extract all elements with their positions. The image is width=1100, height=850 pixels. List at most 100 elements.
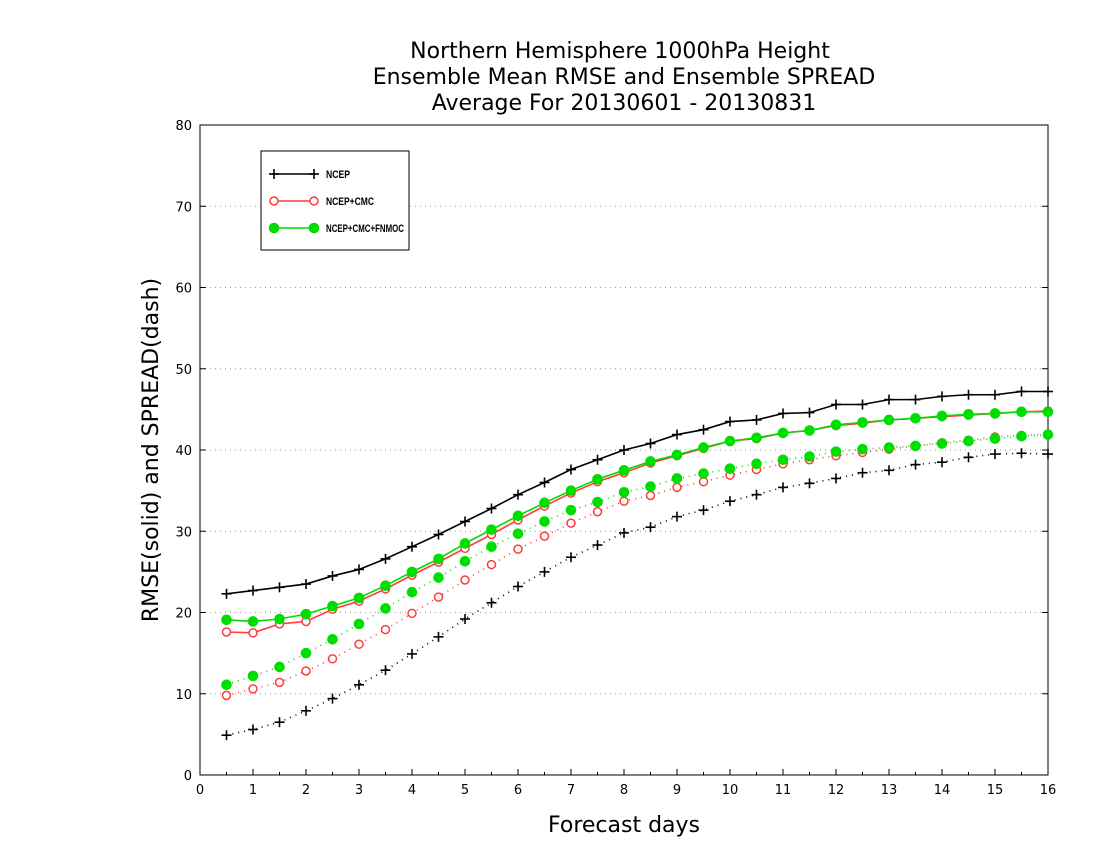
point-marker (221, 730, 232, 741)
point-marker (539, 566, 550, 577)
point-marker (1042, 406, 1054, 418)
point-marker (884, 394, 894, 405)
series-ncep-rmse (221, 386, 1053, 599)
y-tick-label: 20 (175, 607, 192, 622)
point-marker (566, 552, 576, 563)
legend-label: NCEP+CMC+FNMOC (326, 223, 404, 235)
point-marker (301, 705, 311, 716)
point-marker (963, 408, 974, 420)
point-marker (804, 425, 815, 436)
x-tick-label: 4 (408, 783, 416, 798)
point-marker (221, 627, 232, 637)
point-marker (804, 478, 815, 489)
point-marker (618, 465, 630, 476)
x-tick-label: 3 (355, 783, 363, 798)
point-marker (990, 449, 1000, 460)
point-marker (407, 608, 417, 619)
point-marker (539, 497, 550, 509)
chart-title-line-3: Average For 20130601 - 20130831 (432, 91, 817, 116)
y-tick-label: 50 (175, 363, 192, 378)
point-marker (269, 169, 279, 179)
point-marker (274, 661, 285, 673)
x-tick-label: 10 (722, 783, 739, 798)
point-marker (751, 432, 762, 444)
point-marker (592, 507, 603, 517)
x-tick-label: 7 (567, 783, 575, 798)
point-marker (486, 541, 497, 552)
point-marker (407, 541, 417, 552)
point-marker (274, 717, 285, 728)
point-marker (433, 553, 444, 565)
point-marker (883, 442, 895, 453)
y-tick-label: 60 (175, 282, 192, 297)
series-line (226, 433, 1049, 697)
point-marker (698, 505, 709, 516)
y-tick-label: 40 (175, 444, 192, 459)
point-marker (857, 417, 868, 428)
point-marker (778, 408, 788, 419)
point-marker (592, 540, 603, 551)
point-marker (1016, 430, 1027, 442)
point-marker (777, 427, 789, 439)
x-tick-label: 11 (775, 783, 792, 798)
point-marker (565, 504, 577, 516)
point-marker (645, 522, 656, 533)
point-marker (301, 666, 311, 676)
point-marker (804, 407, 815, 418)
point-marker (354, 639, 364, 649)
point-marker (619, 445, 629, 455)
series-line (226, 411, 1048, 623)
point-marker (380, 553, 391, 564)
point-marker (460, 575, 470, 585)
point-marker (513, 489, 523, 500)
point-marker (248, 628, 258, 638)
point-marker (221, 588, 232, 599)
point-marker (433, 529, 444, 540)
point-marker (512, 510, 524, 522)
series-line (226, 390, 1048, 595)
point-marker (327, 634, 338, 645)
point-marker (990, 389, 1000, 400)
point-marker (884, 465, 894, 476)
point-marker (247, 616, 259, 627)
point-marker (618, 486, 630, 498)
point-marker (592, 473, 603, 485)
series-line (226, 433, 1049, 686)
point-marker (619, 527, 629, 538)
point-marker (963, 389, 974, 400)
point-marker (645, 481, 656, 492)
point-marker (963, 435, 974, 447)
point-marker (937, 391, 947, 402)
point-marker (566, 518, 576, 528)
point-marker (725, 416, 735, 427)
point-marker (857, 443, 868, 455)
point-marker (406, 566, 418, 578)
x-axis-label: Forecast days (548, 813, 700, 838)
series-group (221, 386, 1054, 741)
point-marker (247, 670, 259, 682)
point-marker (936, 438, 948, 449)
point-marker (539, 516, 550, 527)
point-marker (1043, 449, 1053, 460)
point-marker (433, 631, 444, 642)
point-marker (300, 647, 312, 659)
point-marker (989, 408, 1001, 419)
point-marker (274, 582, 285, 593)
point-marker (989, 433, 1001, 444)
point-marker (698, 476, 709, 487)
point-marker (937, 457, 947, 468)
series-ncep-cmc-fnmoc-spread (221, 429, 1054, 691)
point-marker (539, 477, 550, 488)
point-marker (380, 580, 391, 591)
point-marker (459, 538, 471, 549)
point-marker (354, 679, 364, 690)
y-tick-label: 10 (175, 688, 192, 703)
chart-title-line-1: Northern Hemisphere 1000hPa Height (410, 39, 830, 64)
point-marker (309, 196, 319, 206)
point-marker (830, 419, 842, 431)
point-marker (1043, 386, 1053, 397)
point-marker (671, 449, 683, 461)
point-marker (353, 592, 365, 604)
point-marker (857, 399, 868, 410)
point-marker (671, 473, 683, 484)
